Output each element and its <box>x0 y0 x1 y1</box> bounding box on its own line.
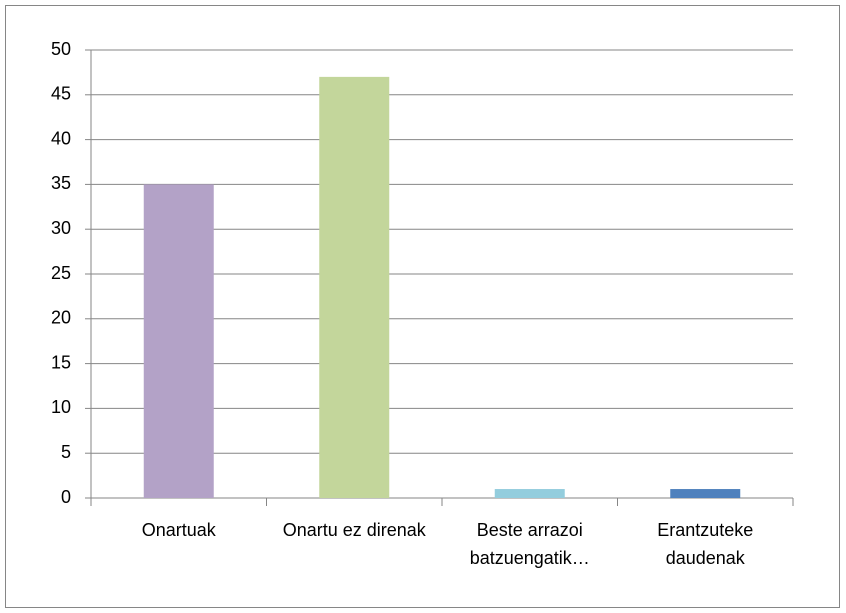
y-tick-label: 50 <box>51 39 71 59</box>
y-tick-label: 45 <box>51 84 71 104</box>
bar <box>319 76 390 498</box>
y-tick-label: 35 <box>51 173 71 193</box>
bar <box>143 184 214 498</box>
y-tick-label: 40 <box>51 128 71 148</box>
bar <box>670 489 741 498</box>
y-tick-label: 0 <box>61 487 71 507</box>
y-tick-label: 30 <box>51 218 71 238</box>
x-tick-label: Onartu ez direnak <box>282 520 426 540</box>
x-tick-label: Beste arrazoi batzuengatik… <box>469 520 590 568</box>
x-tick-label: Erantzuteke daudenak <box>657 520 754 568</box>
y-tick-label: 25 <box>51 263 71 283</box>
bar <box>494 489 565 498</box>
y-tick-label: 15 <box>51 352 71 372</box>
x-tick-label: Onartuak <box>141 520 216 540</box>
y-tick-label: 20 <box>51 308 71 328</box>
y-tick-label: 5 <box>61 442 71 462</box>
y-tick-label: 10 <box>51 397 71 417</box>
